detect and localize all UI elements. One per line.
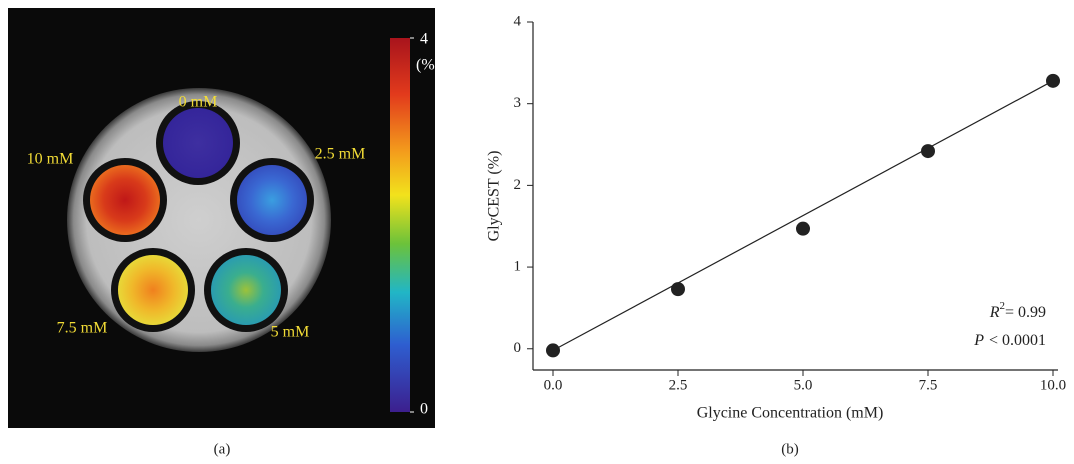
r2-annotation: R2= 0.99 xyxy=(989,300,1046,321)
y-tick-label: 3 xyxy=(514,95,522,111)
p-text: < 0.0001 xyxy=(989,332,1046,349)
data-point xyxy=(921,144,935,158)
x-tick-label: 10.0 xyxy=(1040,377,1066,393)
x-tick-label: 2.5 xyxy=(669,377,688,393)
colorbar-unit: (%) xyxy=(416,57,440,74)
vial-label: 2.5 mM xyxy=(315,146,366,163)
r2-text: = 0.99 xyxy=(1005,304,1046,321)
data-point xyxy=(546,343,560,357)
fit-line xyxy=(553,81,1053,351)
vial-label: 0 mM xyxy=(179,94,218,111)
vial-label: 7.5 mM xyxy=(57,320,108,337)
p-annotation: P < 0.0001 xyxy=(973,332,1046,349)
figure: 0 mM 2.5 mM 5 mM 7.5 mM 10 mM (%) (a) (b… xyxy=(0,0,1074,464)
colorbar xyxy=(390,38,410,412)
data-point xyxy=(671,282,685,296)
data-point xyxy=(796,222,810,236)
x-axis-label: Glycine Concentration (mM) xyxy=(697,405,884,422)
y-tick-label: 4 xyxy=(514,13,522,29)
data-point xyxy=(1046,74,1060,88)
x-tick-label: 7.5 xyxy=(919,377,938,393)
y-tick-label: 0 xyxy=(514,340,522,356)
y-axis-label: GlyCEST (%) xyxy=(486,151,503,242)
caption: (a) xyxy=(214,441,231,457)
r2-symbol: R xyxy=(989,304,1000,321)
p-symbol: P xyxy=(973,332,984,349)
y-tick-label: 2 xyxy=(514,177,522,193)
vial-label: 5 mM xyxy=(271,324,310,341)
caption: (b) xyxy=(781,441,799,457)
page: {"image_panel": {"vial_labels": ["0 mM",… xyxy=(0,0,1074,464)
vial-label: 10 mM xyxy=(27,151,74,168)
x-tick-label: 5.0 xyxy=(794,377,813,393)
x-tick-label: 0.0 xyxy=(544,377,563,393)
colorbar-tick-label: 0 xyxy=(420,401,428,418)
y-tick-label: 1 xyxy=(514,259,522,275)
colorbar-tick-label: 4 xyxy=(420,31,428,48)
